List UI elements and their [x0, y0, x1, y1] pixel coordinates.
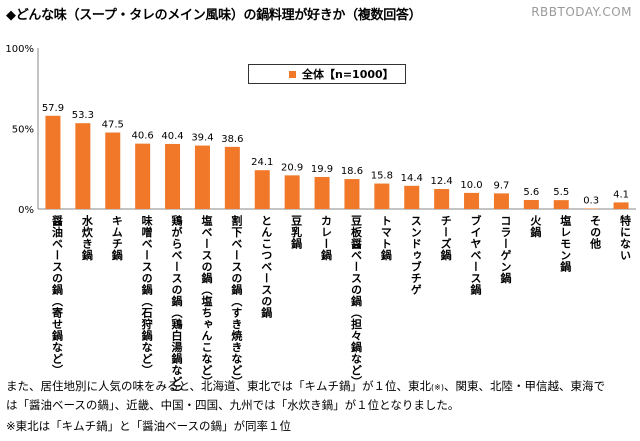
bar — [344, 179, 360, 209]
x-tick-label: キムチ鍋 — [110, 215, 123, 262]
x-tick-label: カレー鍋 — [320, 215, 333, 262]
legend-label: 全体【n=1000】 — [302, 68, 394, 81]
x-tick-label: ブイヤベース鍋 — [469, 214, 482, 296]
data-label: 47.5 — [102, 120, 124, 131]
x-tick-label: 豆板醤ベースの鍋（担々鍋など） — [349, 215, 363, 388]
x-tick-label: 塩レモン鍋 — [559, 214, 572, 273]
bar — [404, 185, 420, 209]
chart-title: ◆どんな味（スープ・タレのメイン風味）の鍋料理が好きか（複数回答） — [6, 8, 422, 23]
data-label: 4.1 — [613, 189, 629, 200]
bar — [613, 202, 629, 209]
bar — [105, 132, 121, 209]
data-label: 9.7 — [493, 180, 509, 191]
bar — [45, 115, 61, 209]
bar — [284, 175, 300, 209]
data-label: 39.4 — [191, 133, 213, 144]
data-label: 10.0 — [460, 180, 482, 191]
data-label: 20.9 — [281, 162, 303, 173]
data-label: 53.3 — [72, 110, 94, 121]
note-line-1: また、居住地別に人気の味をみると、北海道、東北では「キムチ鍋」が１位、東北(※)… — [6, 379, 605, 393]
bar — [75, 123, 91, 209]
x-tick-label: とんこつベースの鍋 — [260, 215, 273, 319]
x-tick-label: スンドゥブチゲ — [409, 215, 422, 296]
note-mark: (※) — [431, 383, 444, 392]
x-tick-label: 水炊き鍋 — [80, 214, 93, 262]
x-tick-label: コラーゲン鍋 — [499, 215, 512, 284]
x-tick-label: 味噌ベースの鍋（石狩鍋など） — [140, 214, 154, 376]
data-label: 15.8 — [371, 171, 393, 182]
bar — [553, 200, 569, 209]
bar — [254, 170, 270, 209]
bar — [523, 199, 539, 209]
data-label: 40.4 — [161, 131, 183, 142]
chart-legend: 全体【n=1000】 — [248, 64, 406, 84]
bar — [314, 176, 330, 209]
x-tick-label: チーズ鍋 — [439, 215, 452, 262]
data-label: 0.3 — [583, 196, 599, 207]
legend-swatch — [289, 70, 296, 78]
bar — [374, 183, 390, 209]
data-label: 19.9 — [311, 164, 333, 175]
note-line-3: ※東北は「キムチ鍋」と「醤油ベースの鍋」が同率１位 — [6, 419, 292, 433]
data-label: 40.6 — [132, 131, 154, 142]
x-tick-label: 塩ベースの鍋（塩ちゃんこなど） — [200, 214, 214, 388]
bar — [224, 146, 240, 209]
x-tick-label: 鶏がらベースの鍋（鶏白湯鍋など） — [170, 214, 184, 399]
x-tick-label: 特にない — [619, 214, 632, 261]
bar — [493, 193, 509, 209]
bar — [194, 145, 210, 209]
x-tick-label: トマト鍋 — [379, 215, 392, 261]
note-line-2: は「醤油ベースの鍋」、近畿、中国・四国、九州では「水炊き鍋」が１位となりました。 — [6, 398, 460, 412]
y-tick-label: 100% — [5, 44, 34, 55]
data-label: 14.4 — [401, 173, 423, 184]
data-label: 18.6 — [341, 166, 363, 177]
site-watermark: RBBTODAY.COM — [531, 5, 632, 19]
data-label: 5.6 — [523, 187, 539, 198]
data-label: 12.4 — [431, 176, 453, 187]
x-tick-label: その他 — [589, 215, 603, 250]
x-tick-label: 醤油ベースの鍋（寄せ鍋など） — [50, 214, 64, 376]
bar — [165, 143, 181, 209]
y-tick-label: 50% — [12, 125, 34, 136]
bar — [583, 208, 599, 210]
data-label: 24.1 — [251, 157, 273, 168]
data-label: 38.6 — [221, 134, 243, 145]
bar — [434, 189, 450, 209]
bar — [464, 192, 480, 209]
x-tick-label: 火鍋 — [529, 215, 542, 239]
x-tick-label: 豆乳鍋 — [290, 215, 303, 250]
data-label: 5.5 — [553, 187, 569, 198]
y-tick-label: 0% — [18, 205, 34, 216]
data-label: 57.9 — [42, 103, 64, 114]
bar — [135, 143, 151, 209]
x-tick-label: 割下ベースの鍋（すき焼きなど） — [230, 214, 244, 388]
